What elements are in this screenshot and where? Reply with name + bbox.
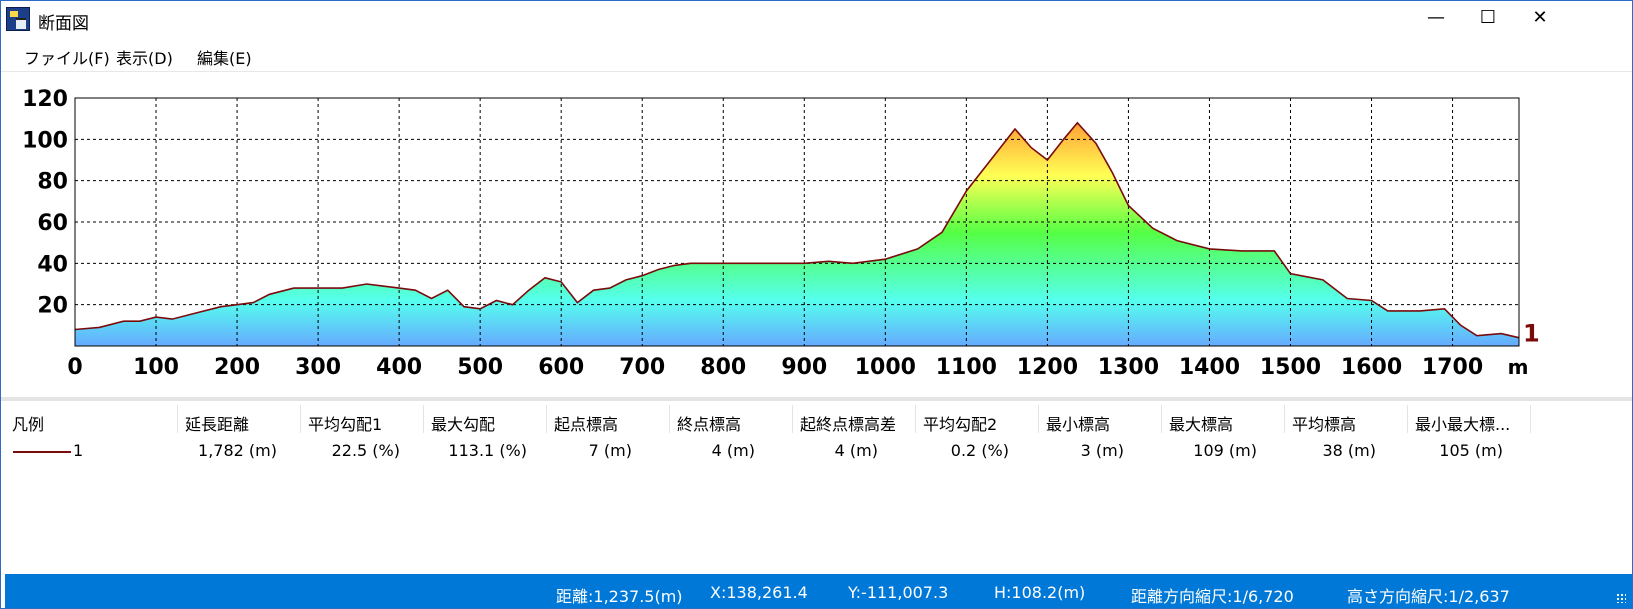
header-start-elev[interactable]: 起点標高 [554,415,619,434]
window-title: 断面図 [38,14,89,34]
menu-view[interactable]: 表示(D) [116,49,173,68]
pane-divider[interactable] [1,397,1632,401]
header-separator[interactable] [915,405,916,433]
header-length[interactable]: 延長距離 [185,415,250,434]
header-separator[interactable] [1161,405,1162,433]
header-min-elev[interactable]: 最小標高 [1046,415,1111,434]
header-separator[interactable] [423,405,424,433]
menu-file[interactable]: ファイル(F) [24,49,110,68]
cell-end-elev[interactable]: 4 (m) [711,441,755,460]
header-separator[interactable] [669,405,670,433]
status-height-scale: 高さ方向縮尺:1/2,637 [1347,587,1510,606]
header-separator[interactable] [546,405,547,433]
header-avg-slope2[interactable]: 平均勾配2 [923,415,998,434]
header-legend[interactable]: 凡例 [12,415,45,434]
x-tick-label: 100 [133,355,179,380]
header-separator[interactable] [1038,405,1039,433]
plot-frame [74,97,1520,347]
cell-avg-slope1[interactable]: 22.5 (%) [331,441,400,460]
y-tick-label: 120 [22,87,68,112]
header-diff[interactable]: 起終点標高差 [800,415,897,434]
profile-app-icon [6,7,30,31]
header-separator[interactable] [1284,405,1285,433]
header-max-slope[interactable]: 最大勾配 [431,415,496,434]
title-bar[interactable]: 断面図 — ☐ ✕ [1,1,1632,37]
header-max-elev[interactable]: 最大標高 [1169,415,1234,434]
x-tick-label: 1600 [1341,355,1402,380]
elevation-profile-line [74,121,1520,339]
legend-line-swatch [13,451,71,453]
x-tick-label: 1500 [1260,355,1321,380]
x-tick-label: 1000 [855,355,916,380]
cell-legend[interactable]: 1 [73,441,84,460]
x-tick-label: 900 [781,355,827,380]
cell-max-slope[interactable]: 113.1 (%) [448,441,527,460]
cell-max-elev[interactable]: 109 (m) [1193,441,1257,460]
header-separator[interactable] [177,405,178,433]
x-tick-label: 1300 [1098,355,1159,380]
cell-avg-elev[interactable]: 38 (m) [1322,441,1376,460]
x-tick-label: 200 [214,355,260,380]
x-tick-label: 500 [457,355,503,380]
y-tick-label: 20 [37,294,68,319]
minimize-button[interactable]: — [1427,7,1445,28]
maximize-button[interactable]: ☐ [1479,7,1497,28]
profile-chart-area[interactable]: 20 40 60 80 100 120 0 100 200 300 400 500 600 700 800 9… [1,71,1632,395]
x-tick-label: 0 [67,355,82,380]
x-tick-label: 1100 [936,355,997,380]
cell-start-elev[interactable]: 7 (m) [588,441,632,460]
header-separator[interactable] [1530,405,1531,433]
x-tick-label: 600 [538,355,584,380]
header-avg-slope1[interactable]: 平均勾配1 [308,415,383,434]
x-tick-label: 300 [295,355,341,380]
header-end-elev[interactable]: 終点標高 [677,415,742,434]
status-height: H:108.2(m) [994,583,1086,602]
status-dist-scale: 距離方向縮尺:1/6,720 [1131,587,1294,606]
y-tick-label: 60 [37,211,68,236]
header-minmax[interactable]: 最小最大標... [1415,415,1511,434]
cell-diff[interactable]: 4 (m) [834,441,878,460]
header-separator[interactable] [792,405,793,433]
x-tick-label: 1400 [1179,355,1240,380]
cell-minmax[interactable]: 105 (m) [1439,441,1503,460]
cell-length[interactable]: 1,782 (m) [198,441,277,460]
cell-min-elev[interactable]: 3 (m) [1080,441,1124,460]
series-end-label: 1 [1523,320,1540,348]
x-tick-label: 400 [376,355,422,380]
header-avg-elev[interactable]: 平均標高 [1292,415,1357,434]
elevation-area-fill [75,122,1519,346]
status-bar: 距離:1,237.5(m) X:138,261.4 Y:-111,007.3 H… [5,574,1632,608]
header-separator[interactable] [1407,405,1408,433]
resize-grip[interactable] [1616,593,1626,603]
menu-bar: ファイル(F) 表示(D) 編集(E) [1,39,1632,69]
status-y: Y:-111,007.3 [848,583,949,602]
summary-table: 凡例 延長距離 平均勾配1 最大勾配 起点標高 終点標高 起終点標高差 平均勾配… [1,403,1632,551]
x-axis-unit-label: m [1508,355,1529,379]
y-tick-label: 40 [37,252,68,277]
close-button[interactable]: ✕ [1532,7,1548,28]
menu-edit[interactable]: 編集(E) [197,49,252,68]
status-x: X:138,261.4 [710,583,808,602]
x-tick-label: 1700 [1422,355,1483,380]
x-tick-label: 800 [700,355,746,380]
header-separator[interactable] [300,405,301,433]
cell-avg-slope2[interactable]: 0.2 (%) [950,441,1009,460]
y-tick-label: 100 [22,128,68,153]
status-distance: 距離:1,237.5(m) [556,587,683,606]
x-tick-label: 1200 [1017,355,1078,380]
y-tick-label: 80 [37,170,68,195]
x-tick-label: 700 [619,355,665,380]
